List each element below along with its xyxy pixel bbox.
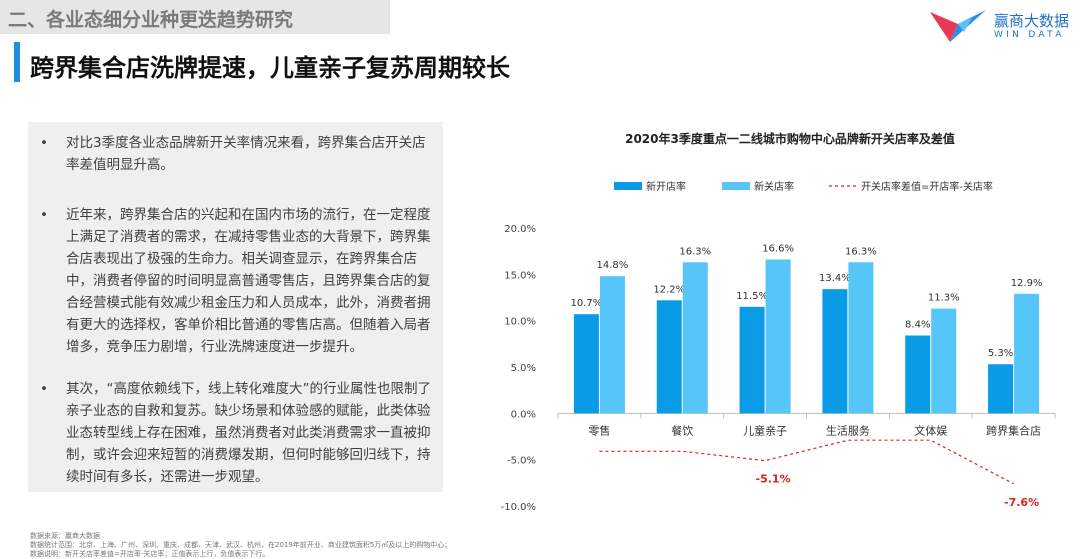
chart-title: 2020年3季度重点一二线城市购物中心品牌新开关店率及差值 bbox=[625, 132, 955, 146]
y-tick-label: 0.0% bbox=[511, 409, 536, 420]
chart-legend: 新开店率 新关店率 开关店率差值=开店率-关店率 bbox=[614, 180, 993, 193]
bar-value-label: 8.4% bbox=[905, 319, 930, 330]
diff-value-label: -7.6% bbox=[1004, 496, 1039, 509]
chart-bars: 10.7% 12.2% 11.5% 13.4% 8.4% 5.3% 14.8% 16.3% 16… bbox=[571, 244, 1043, 414]
y-tick-label: 5.0% bbox=[511, 363, 536, 374]
x-tick-label: 儿童亲子 bbox=[743, 423, 787, 437]
bar bbox=[822, 289, 848, 414]
logo-subtitle: WIN DATA bbox=[994, 30, 1065, 40]
diff-line bbox=[599, 439, 1014, 485]
legend-label: 新开店率 bbox=[646, 180, 686, 193]
x-tick-label: 生活服务 bbox=[826, 423, 870, 437]
footer-scope: 数据统计范围：北京、上海、广州、深圳、重庆、成都、天津、武汉、杭州，在2019年… bbox=[30, 541, 452, 549]
bar bbox=[656, 300, 682, 414]
legend-label: 开关店率差值=开店率-关店率 bbox=[861, 180, 993, 193]
bar-value-label: 12.2% bbox=[653, 284, 685, 295]
bar-value-label: 10.7% bbox=[571, 298, 603, 309]
bullet-3: 其次，“高度依赖线下，线上转化难度大”的行业属性也限制了亲子业态的自救和复苏。缺… bbox=[40, 378, 433, 488]
bar-value-label: 11.5% bbox=[736, 291, 768, 302]
bar-chart: 新开店率 新关店率 开关店率差值=开店率-关店率 20.0% 15.0% 10.0% 5.… bbox=[501, 180, 1056, 513]
x-tick-label: 餐饮 bbox=[671, 423, 693, 437]
bar bbox=[765, 259, 791, 414]
bullet-1-text: 对比3季度各业态品牌新开关率情况来看，跨界集合店开关店率差值明显升高。 bbox=[66, 135, 426, 173]
y-tick-label: -10.0% bbox=[501, 502, 536, 513]
bar-value-label: 16.3% bbox=[679, 246, 711, 257]
y-tick-label: 10.0% bbox=[504, 317, 536, 328]
chart-axis: 20.0% 15.0% 10.0% 5.0% 0.0% -5.0% -10.0% 零售 餐饮 儿童… bbox=[501, 224, 1056, 513]
title-accent-bar bbox=[14, 42, 20, 82]
diff-value-label: -5.1% bbox=[756, 473, 791, 486]
bar-value-label: 13.4% bbox=[819, 273, 851, 284]
logo-icon bbox=[930, 10, 986, 42]
x-tick-label: 零售 bbox=[588, 423, 610, 437]
bullet-3-text: 其次，“高度依赖线下，线上转化难度大”的行业属性也限制了亲子业态的自救和复苏。缺… bbox=[66, 381, 431, 485]
y-tick-label: 20.0% bbox=[504, 224, 536, 235]
footer-note: 数据说明：新开关店率差值=开店率-关店率；正值表示上行，负值表示下行。 bbox=[30, 550, 270, 558]
section-banner: 二、各业态细分业种更迭趋势研究 bbox=[0, 0, 390, 34]
bar bbox=[682, 262, 708, 414]
bar-value-label: 14.8% bbox=[597, 260, 629, 271]
bullet-2-text: 近年来，跨界集合店的兴起和在国内市场的流行，在一定程度上满足了消费者的需求，在减… bbox=[66, 207, 431, 355]
bar bbox=[599, 276, 625, 414]
bar-value-label: 5.3% bbox=[988, 348, 1013, 359]
footer-source: 数据来源：赢商大数据 bbox=[30, 532, 100, 540]
y-tick-label: -5.0% bbox=[507, 456, 536, 467]
bar-value-label: 16.3% bbox=[845, 246, 877, 257]
text-panel: 对比3季度各业态品牌新开关率情况来看，跨界集合店开关店率差值明显升高。 近年来，… bbox=[28, 122, 443, 492]
bar bbox=[739, 306, 765, 414]
chart-diff-line: -5.1% -7.6% bbox=[599, 439, 1039, 509]
page-title: 跨界集合店洗牌提速，儿童亲子复苏周期较长 bbox=[30, 54, 510, 82]
legend-label: 新关店率 bbox=[754, 180, 794, 193]
x-tick-label: 文体娱 bbox=[914, 423, 947, 437]
bar bbox=[848, 262, 874, 414]
bar-value-label: 16.6% bbox=[762, 244, 794, 255]
bar bbox=[1014, 293, 1040, 414]
bar bbox=[931, 308, 957, 414]
bullet-1: 对比3季度各业态品牌新开关率情况来看，跨界集合店开关店率差值明显升高。 bbox=[40, 132, 433, 176]
section-title: 二、各业态细分业种更迭趋势研究 bbox=[8, 9, 294, 31]
logo: 赢商大数据 WIN DATA bbox=[928, 8, 1078, 46]
legend-swatch bbox=[722, 182, 750, 190]
bar bbox=[905, 335, 931, 414]
legend-swatch bbox=[614, 182, 642, 190]
logo-name: 赢商大数据 bbox=[994, 12, 1070, 30]
bar bbox=[988, 364, 1014, 414]
y-tick-label: 15.0% bbox=[504, 270, 536, 281]
bar-value-label: 11.3% bbox=[928, 293, 960, 304]
x-tick-label: 跨界集合店 bbox=[986, 423, 1041, 437]
bar bbox=[573, 314, 599, 414]
bullet-2: 近年来，跨界集合店的兴起和在国内市场的流行，在一定程度上满足了消费者的需求，在减… bbox=[40, 204, 433, 358]
bar-value-label: 12.9% bbox=[1011, 278, 1043, 289]
